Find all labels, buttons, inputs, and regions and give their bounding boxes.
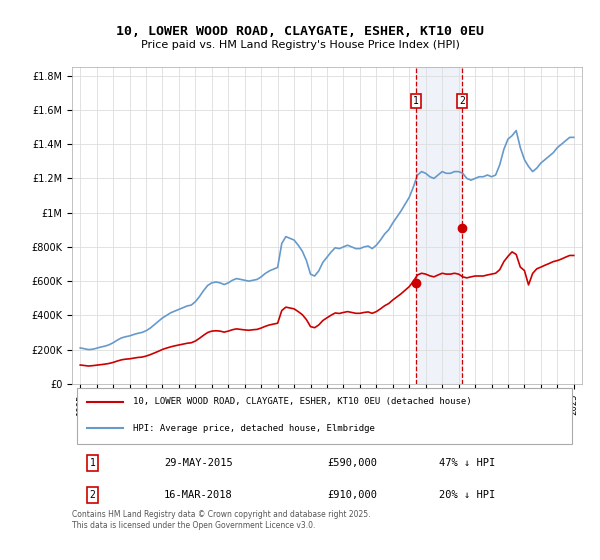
Text: Price paid vs. HM Land Registry's House Price Index (HPI): Price paid vs. HM Land Registry's House …: [140, 40, 460, 50]
Text: Contains HM Land Registry data © Crown copyright and database right 2025.
This d: Contains HM Land Registry data © Crown c…: [72, 511, 371, 530]
Text: 20% ↓ HPI: 20% ↓ HPI: [439, 489, 496, 500]
FancyBboxPatch shape: [77, 388, 572, 444]
Text: 10, LOWER WOOD ROAD, CLAYGATE, ESHER, KT10 0EU: 10, LOWER WOOD ROAD, CLAYGATE, ESHER, KT…: [116, 25, 484, 38]
Text: 1: 1: [413, 96, 419, 106]
Text: 29-MAY-2015: 29-MAY-2015: [164, 458, 233, 468]
Text: £590,000: £590,000: [327, 458, 377, 468]
Text: HPI: Average price, detached house, Elmbridge: HPI: Average price, detached house, Elmb…: [133, 424, 375, 433]
Bar: [416, 67, 462, 384]
Text: 2: 2: [89, 489, 95, 500]
Text: 16-MAR-2018: 16-MAR-2018: [164, 489, 233, 500]
Text: 1: 1: [89, 458, 95, 468]
Text: 2: 2: [459, 96, 465, 106]
Text: 47% ↓ HPI: 47% ↓ HPI: [439, 458, 496, 468]
Text: £910,000: £910,000: [327, 489, 377, 500]
Text: 10, LOWER WOOD ROAD, CLAYGATE, ESHER, KT10 0EU (detached house): 10, LOWER WOOD ROAD, CLAYGATE, ESHER, KT…: [133, 397, 472, 406]
